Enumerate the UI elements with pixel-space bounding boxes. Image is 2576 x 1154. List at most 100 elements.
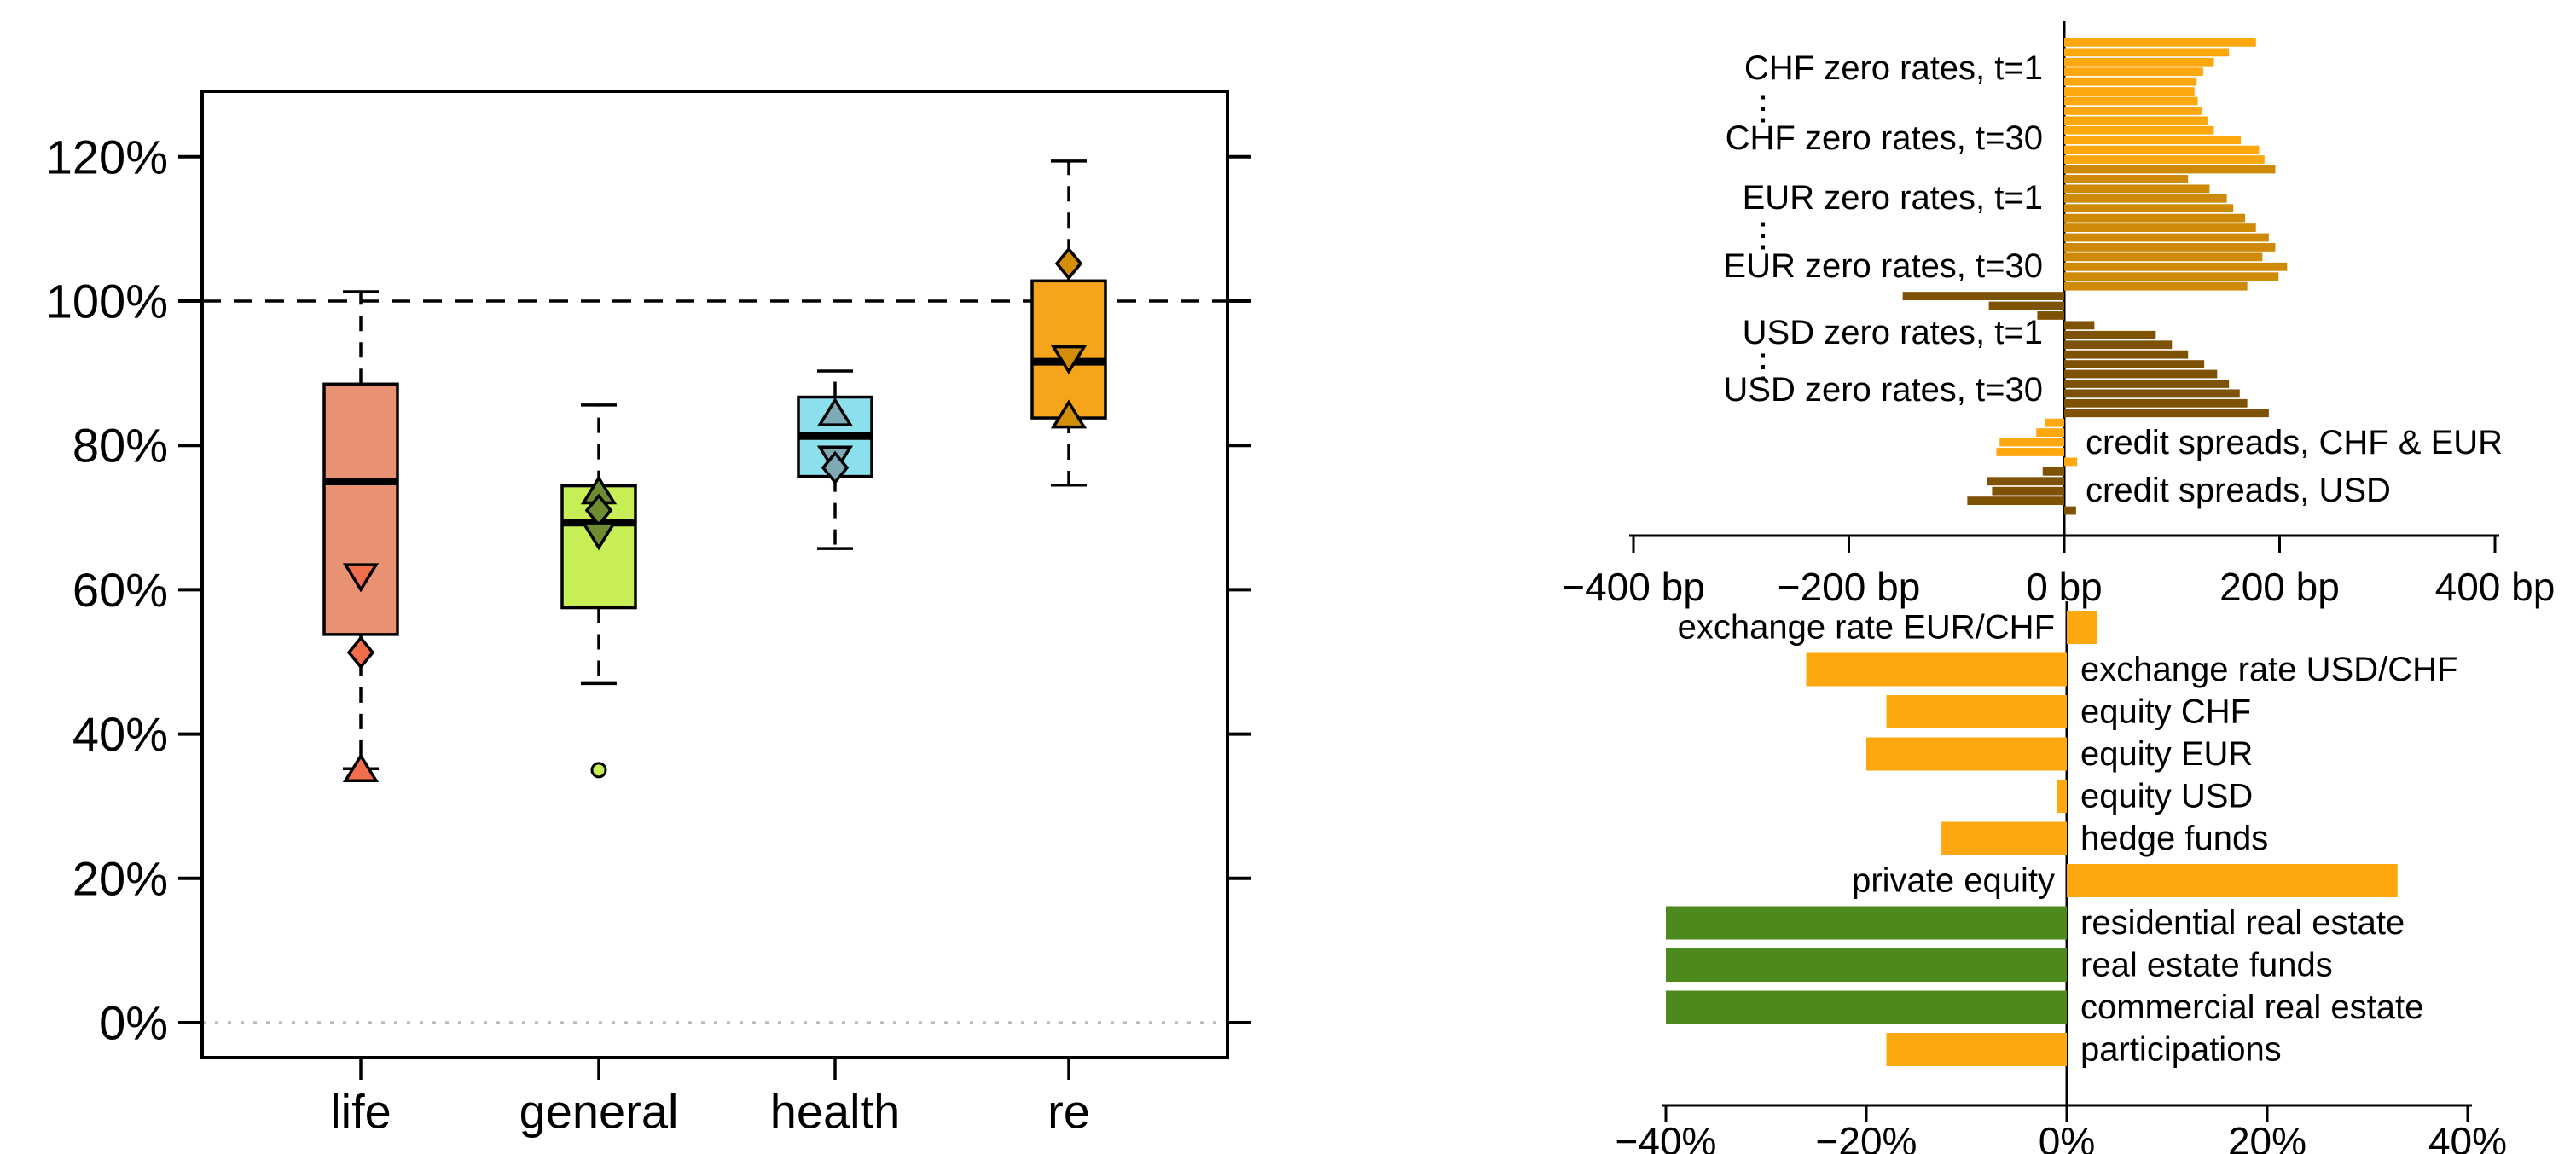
sensitivity-bar	[2064, 107, 2202, 115]
sensitivity-bar	[1996, 448, 2064, 456]
sensitivity-bar	[2064, 38, 2256, 47]
sensitivity-bar	[2064, 457, 2078, 467]
triangle-down-marker	[580, 521, 618, 551]
ellipsis-dots: ⋮	[1746, 217, 1780, 254]
sensitivity-bar	[2064, 48, 2230, 57]
sensitivity-bar	[2064, 77, 2197, 86]
plot-border	[200, 90, 1229, 1059]
sensitivity-bar	[2064, 272, 2279, 281]
sensitivity-bar	[1967, 496, 2064, 506]
sensitivity-bar	[2064, 87, 2195, 96]
ellipsis-dots: ⋮	[1746, 348, 1780, 386]
bar-series-usd-zero-rates-t-1-30	[1902, 292, 2269, 418]
sensitivity-bar-equity-eur	[1866, 737, 2067, 771]
triangle-up-marker	[816, 397, 854, 426]
sensitivity-bar	[2064, 380, 2230, 388]
sensitivity-bar	[2064, 116, 2208, 125]
sensitivity-bar	[2064, 389, 2240, 398]
box-life	[322, 290, 399, 782]
diamond-marker	[821, 450, 850, 485]
sensitivity-bar	[2064, 175, 2189, 183]
category-label-life: life	[330, 1085, 392, 1139]
sensitivity-bar	[2064, 321, 2095, 330]
row-group-label: CHF zero rates, t=1	[1744, 49, 2043, 87]
sensitivity-bar	[2064, 262, 2288, 271]
sensitivity-bar	[2064, 136, 2242, 145]
bar-label: real estate funds	[2080, 947, 2333, 984]
box-health	[797, 369, 873, 550]
sensitivity-bar-hedge-funds	[1941, 821, 2067, 855]
sensitivity-bar	[2064, 67, 2203, 77]
x-tick-label: −20%	[1816, 1119, 1917, 1154]
category-label-general: general	[519, 1085, 679, 1139]
row-group-label: credit spreads, USD	[2086, 472, 2391, 509]
bar-series-eur-zero-rates-t-1-30	[2064, 165, 2288, 291]
x-tick-label: 200 bp	[2219, 565, 2340, 609]
bar-label: hedge funds	[2080, 820, 2268, 857]
x-tick-label: −40%	[1616, 1119, 1717, 1154]
diamond-marker	[1054, 246, 1083, 281]
sensitivity-bar	[2064, 409, 2269, 418]
iqr-box	[322, 382, 399, 636]
sensitivity-bar-commercial-real-estate	[1666, 990, 2067, 1024]
bar-label: exchange rate USD/CHF	[2080, 651, 2457, 688]
bar-label: residential real estate	[2080, 904, 2405, 942]
box-re	[1030, 159, 1107, 487]
sensitivity-bar-participations	[1886, 1033, 2067, 1066]
row-group-label: CHF zero rates, t=30	[1726, 119, 2043, 157]
y-tick-label: 40%	[73, 707, 168, 761]
row-group-label: EUR zero rates, t=1	[1743, 179, 2043, 217]
bar-label: participations	[2080, 1031, 2282, 1069]
triangle-up-marker	[1050, 399, 1088, 429]
boxplot-panel: 0% 20% 40% 60% 80% 100% 120% life general health r…	[46, 90, 1251, 1139]
bar-label: private equity	[1852, 862, 2055, 900]
category-label-health: health	[770, 1085, 901, 1139]
sensitivity-bar	[2064, 281, 2248, 291]
sensitivity-bar	[2064, 398, 2248, 408]
bp-sensitivity-panel: −400 bp −200 bp 0 bp 200 bp 400 bp CHF zero r…	[1562, 21, 2555, 609]
sensitivity-bar	[2064, 194, 2227, 203]
row-group-label: credit spreads, CHF & EUR	[2086, 424, 2503, 461]
pct-sensitivity-panel: exchange rate EUR/CHF exchange rate USD/C…	[1616, 601, 2507, 1154]
sensitivity-bar	[1999, 438, 2064, 447]
sensitivity-bar	[2064, 125, 2214, 135]
x-tick-label: 20%	[2228, 1119, 2306, 1154]
bar-label: equity USD	[2080, 778, 2253, 815]
bar-label: commercial real estate	[2080, 989, 2423, 1026]
row-group-label: USD zero rates, t=30	[1723, 371, 2043, 409]
sensitivity-bar	[2064, 350, 2189, 359]
x-tick-label: −400 bp	[1562, 565, 1705, 609]
sensitivity-bar	[2064, 340, 2173, 350]
category-label-re: re	[1047, 1085, 1090, 1139]
sensitivity-bar	[2064, 369, 2218, 379]
triangle-up-marker	[342, 752, 380, 782]
y-tick-label: 80%	[73, 419, 168, 473]
x-tick-label: 0%	[2039, 1119, 2095, 1154]
sensitivity-bar	[2064, 223, 2256, 232]
sensitivity-bar-equity-chf	[1886, 695, 2067, 728]
sensitivity-bar	[2064, 145, 2260, 154]
sensitivity-bar	[1992, 486, 2064, 496]
row-group-label: USD zero rates, t=1	[1743, 314, 2043, 351]
sensitivity-bar	[2064, 96, 2198, 106]
sensitivity-bar	[2042, 467, 2064, 476]
bar-label: exchange rate EUR/CHF	[1678, 609, 2055, 647]
sensitivity-bar	[1902, 292, 2064, 300]
sensitivity-bar	[2064, 243, 2276, 252]
sensitivity-bar	[2064, 155, 2265, 164]
sensitivity-bar-exchange-rate-eur-chf	[2067, 611, 2097, 644]
x-tick-label: −200 bp	[1778, 565, 1921, 609]
ellipsis-dots: ⋮	[1746, 90, 1780, 127]
outlier-point	[590, 762, 607, 779]
sensitivity-bar	[2064, 233, 2269, 242]
row-group-label: EUR zero rates, t=30	[1723, 247, 2043, 285]
sensitivity-bar	[2064, 204, 2234, 213]
diamond-marker	[346, 635, 375, 670]
sensitivity-bar-equity-usd	[2057, 780, 2067, 813]
triangle-down-marker	[342, 563, 380, 593]
sensitivity-bar	[2064, 252, 2263, 262]
sensitivity-bar-real-estate-funds	[1666, 948, 2067, 982]
sensitivity-bar	[2064, 506, 2076, 515]
